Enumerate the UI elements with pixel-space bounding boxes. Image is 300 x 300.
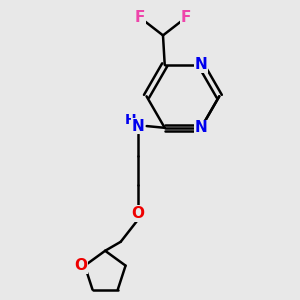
Text: F: F	[181, 10, 191, 25]
Text: O: O	[74, 258, 87, 273]
Text: F: F	[135, 10, 145, 25]
Text: H: H	[124, 113, 136, 127]
Text: O: O	[131, 206, 145, 221]
Text: N: N	[195, 120, 208, 135]
Text: N: N	[132, 118, 144, 134]
Text: N: N	[195, 57, 208, 72]
